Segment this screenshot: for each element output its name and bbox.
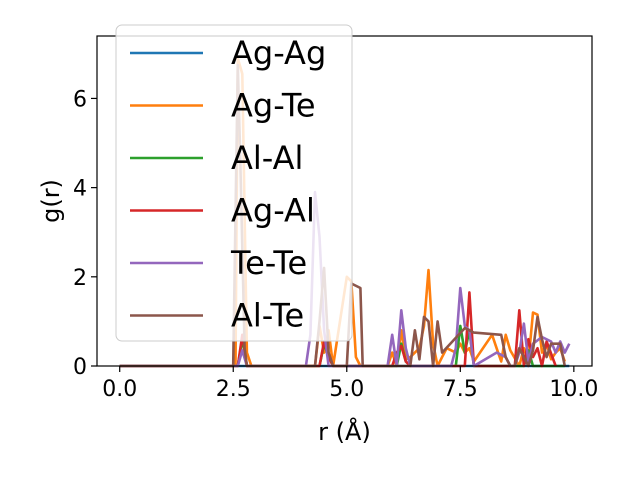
- legend-label-al-al: Al-Al: [231, 139, 303, 177]
- x-tick-label: 5.0: [329, 377, 364, 402]
- legend-label-ag-te: Ag-Te: [231, 87, 316, 125]
- y-axis: 0 2 4 6: [73, 87, 97, 380]
- legend-label-ag-ag: Ag-Ag: [231, 34, 326, 72]
- y-tick-label: 2: [73, 266, 87, 291]
- x-tick-label: 0.0: [102, 377, 137, 402]
- legend-label-te-te: Te-Te: [230, 244, 307, 282]
- x-tick-label: 7.5: [443, 377, 478, 402]
- y-axis-label: g(r): [37, 179, 65, 223]
- x-tick-label: 10.0: [549, 377, 598, 402]
- x-axis: 0.0 2.5 5.0 7.5 10.0: [102, 366, 598, 402]
- legend-label-ag-al: Ag-Al: [231, 192, 315, 230]
- y-tick-label: 0: [73, 355, 87, 380]
- legend: Ag-Ag Ag-Te Al-Al Ag-Al Te-Te Al-Te: [115, 24, 353, 342]
- x-axis-label: r (Å): [318, 417, 371, 446]
- legend-label-al-te: Al-Te: [231, 297, 304, 335]
- legend-box: [115, 24, 353, 342]
- y-tick-label: 6: [73, 87, 87, 112]
- y-tick-label: 4: [73, 177, 87, 202]
- x-tick-label: 2.5: [216, 377, 251, 402]
- series-line-al-te: [119, 63, 567, 368]
